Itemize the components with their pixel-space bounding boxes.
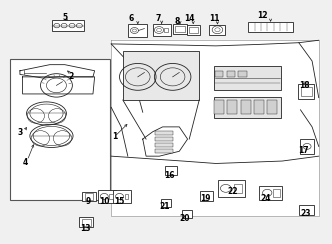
Text: 22: 22 bbox=[227, 187, 238, 196]
Text: 4: 4 bbox=[22, 158, 28, 167]
Bar bbox=[238, 71, 246, 77]
Bar bbox=[155, 143, 173, 147]
Bar bbox=[215, 71, 223, 77]
Bar bbox=[155, 131, 173, 135]
Bar bbox=[248, 22, 293, 32]
Bar bbox=[153, 24, 171, 36]
Bar bbox=[187, 25, 200, 35]
Bar bbox=[298, 84, 314, 99]
Text: 18: 18 bbox=[299, 81, 310, 90]
Polygon shape bbox=[111, 40, 319, 216]
Bar bbox=[259, 186, 282, 200]
Bar bbox=[155, 137, 173, 141]
Text: 17: 17 bbox=[298, 146, 309, 154]
Bar bbox=[79, 217, 93, 227]
Bar bbox=[200, 191, 213, 201]
Bar bbox=[155, 149, 173, 153]
Text: 23: 23 bbox=[300, 209, 311, 218]
Bar bbox=[82, 192, 96, 201]
Text: 15: 15 bbox=[114, 197, 125, 206]
Text: 13: 13 bbox=[80, 224, 91, 233]
Text: 24: 24 bbox=[260, 194, 271, 203]
Bar bbox=[300, 87, 312, 96]
Bar bbox=[214, 100, 224, 113]
Text: 20: 20 bbox=[179, 214, 190, 223]
Bar bbox=[109, 194, 113, 199]
Bar bbox=[164, 28, 168, 32]
Bar bbox=[273, 189, 280, 197]
Text: 5: 5 bbox=[62, 13, 67, 21]
Bar bbox=[10, 59, 110, 200]
Bar bbox=[300, 139, 314, 154]
Bar bbox=[267, 100, 277, 113]
Text: 16: 16 bbox=[164, 171, 175, 180]
Bar bbox=[189, 27, 198, 33]
Bar bbox=[128, 24, 147, 37]
Text: 9: 9 bbox=[85, 197, 91, 206]
Text: 14: 14 bbox=[185, 14, 195, 23]
Text: 2: 2 bbox=[69, 72, 74, 81]
Bar bbox=[218, 180, 245, 197]
Bar bbox=[299, 205, 314, 215]
Text: 10: 10 bbox=[99, 197, 110, 206]
Bar bbox=[234, 184, 242, 193]
Bar bbox=[175, 26, 185, 32]
Bar bbox=[214, 97, 281, 118]
Bar bbox=[124, 194, 128, 199]
Bar bbox=[209, 25, 225, 35]
Text: 19: 19 bbox=[201, 194, 211, 203]
Bar bbox=[165, 166, 177, 175]
Bar bbox=[241, 100, 251, 113]
Bar bbox=[173, 24, 187, 34]
Bar bbox=[161, 199, 171, 207]
Text: 1: 1 bbox=[112, 132, 117, 141]
Text: 3: 3 bbox=[18, 129, 23, 137]
Bar bbox=[52, 20, 84, 31]
Text: 21: 21 bbox=[159, 202, 170, 211]
Text: 7: 7 bbox=[155, 14, 160, 23]
Bar bbox=[113, 190, 131, 203]
Bar bbox=[182, 210, 192, 218]
Bar bbox=[123, 51, 199, 100]
Bar bbox=[82, 219, 91, 225]
Bar bbox=[98, 190, 116, 203]
Text: 6: 6 bbox=[128, 14, 134, 23]
Bar bbox=[226, 71, 235, 77]
Bar bbox=[214, 66, 281, 90]
Text: 11: 11 bbox=[209, 14, 219, 23]
Text: 8: 8 bbox=[175, 18, 180, 26]
Text: 12: 12 bbox=[257, 11, 268, 20]
Bar bbox=[227, 100, 237, 113]
Bar bbox=[85, 193, 93, 200]
Bar bbox=[254, 100, 264, 113]
